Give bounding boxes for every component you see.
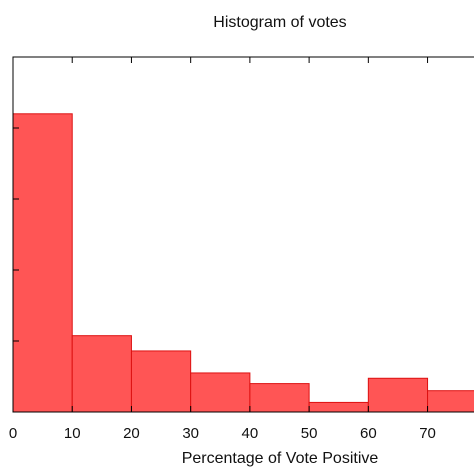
x-tick-label: 60 [360, 425, 377, 442]
x-axis-label: Percentage of Vote Positive [181, 450, 379, 467]
x-tick-label: 40 [242, 425, 259, 442]
histogram-bar [190, 372, 251, 413]
x-tick-label: 0 [9, 425, 17, 442]
x-tick-label: 10 [64, 425, 81, 442]
x-tick-label: 70 [419, 425, 436, 442]
x-tick-label: 50 [301, 425, 318, 442]
plot-frame [12, 56, 474, 413]
bars-group [12, 113, 474, 413]
x-tick-label: 20 [123, 425, 140, 442]
chart-title: Histogram of votes [213, 14, 347, 31]
histogram-bar [130, 350, 192, 413]
histogram-bar [12, 113, 73, 413]
histogram-bar [249, 383, 310, 413]
histogram-bar [427, 390, 474, 413]
ticks-group: 01020304050607080 [9, 56, 436, 442]
histogram-bar [308, 401, 369, 413]
x-tick-label: 30 [182, 425, 199, 442]
axes-group [12, 56, 474, 413]
histogram-bar [71, 335, 132, 413]
histogram-bar [367, 377, 429, 413]
